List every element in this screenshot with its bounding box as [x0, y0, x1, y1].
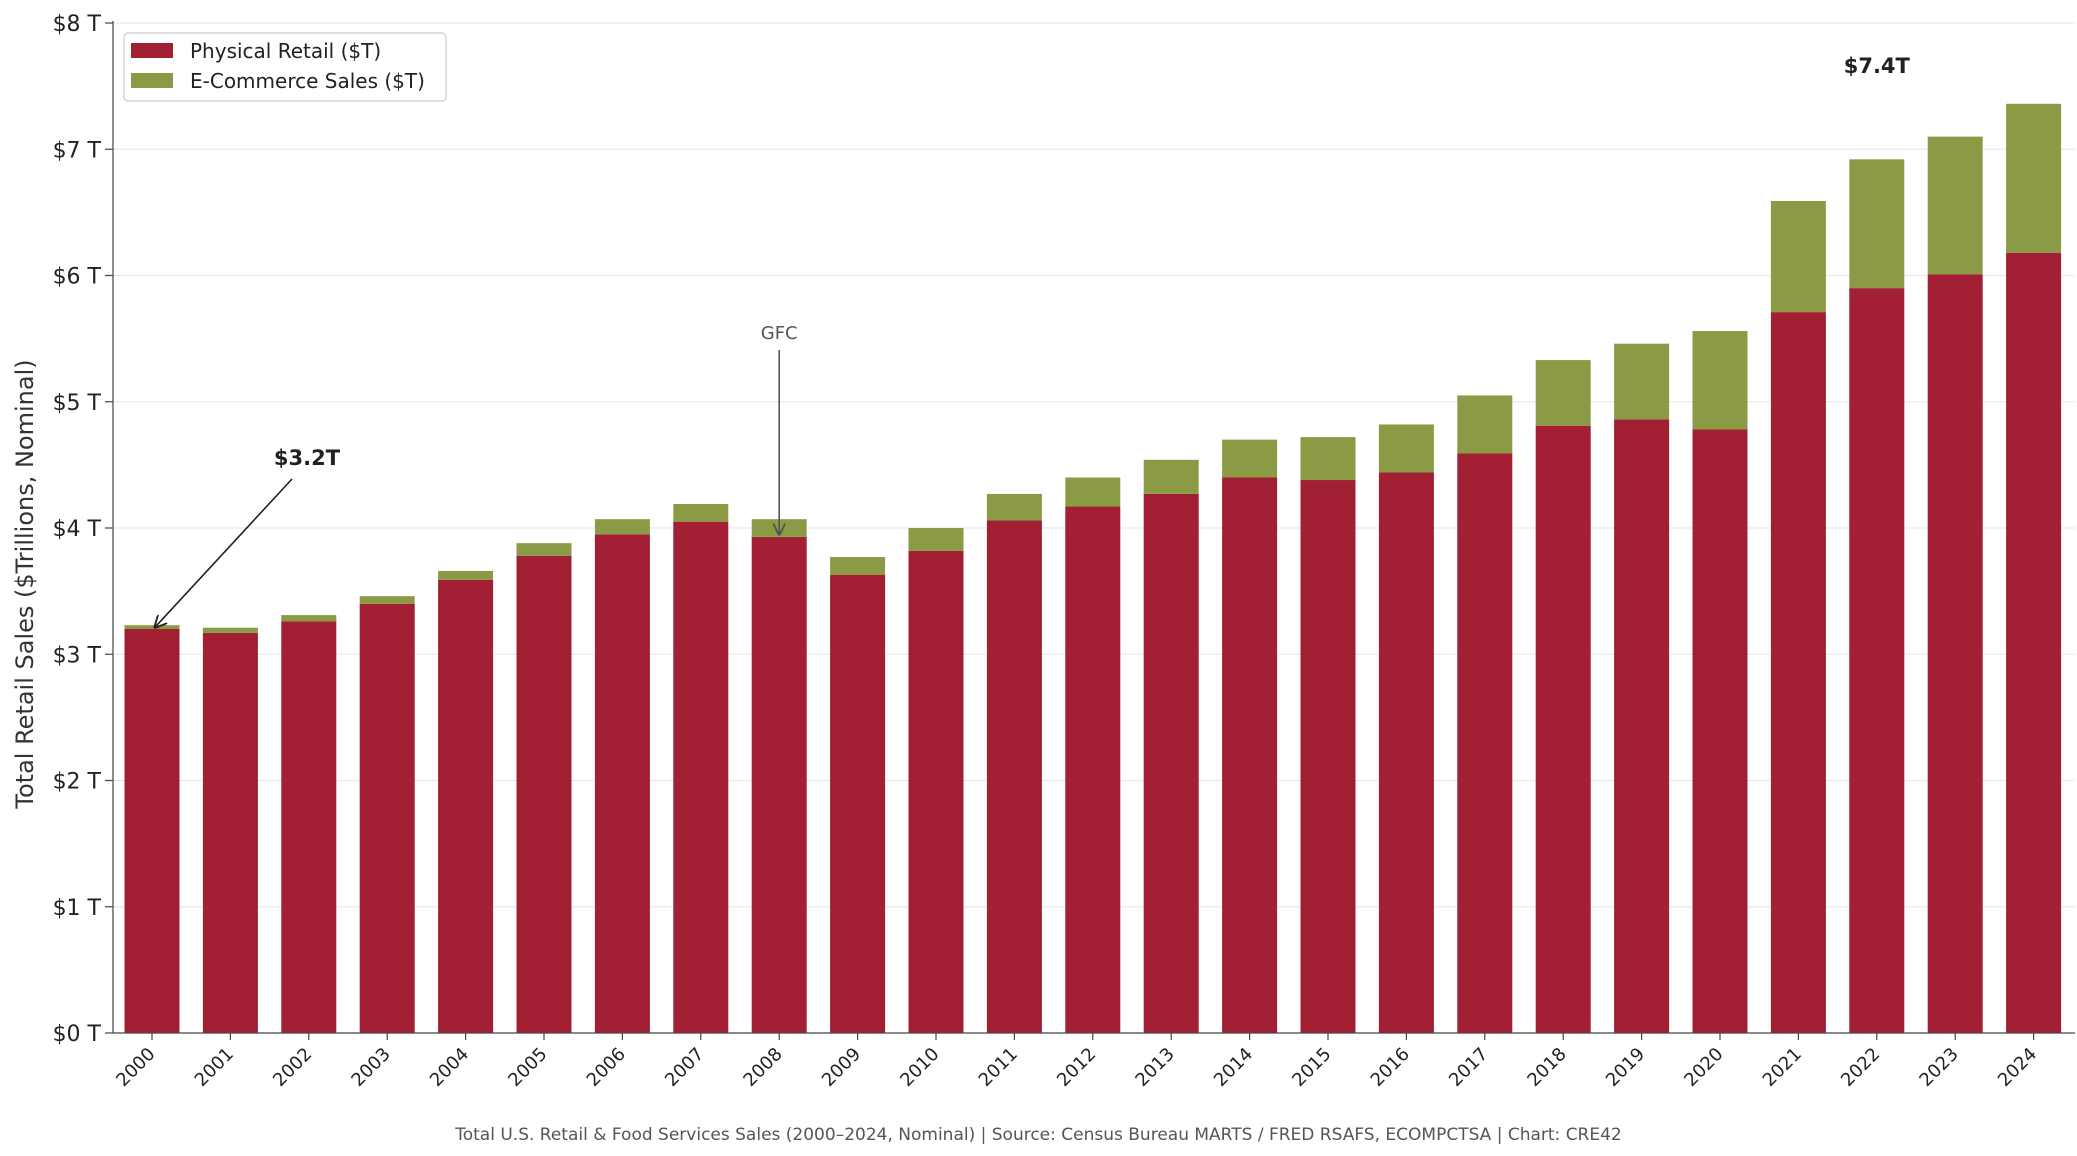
x-tick-label-2018: 2018: [1523, 1044, 1570, 1091]
x-tick-label-2020: 2020: [1680, 1044, 1727, 1091]
annotation-end-value: $7.4T: [1844, 54, 1911, 78]
ecommerce-bar-2014: [1222, 439, 1278, 478]
ecommerce-bar-2006: [594, 519, 650, 535]
physical-retail-bar-2014: [1222, 477, 1278, 1033]
physical-retail-bar-2017: [1457, 453, 1513, 1033]
physical-retail-bar-2002: [281, 621, 337, 1033]
x-tick-label-2004: 2004: [426, 1044, 473, 1091]
x-tick-label-2013: 2013: [1131, 1044, 1178, 1091]
physical-retail-bar-2010: [908, 550, 964, 1033]
x-tick-label-2014: 2014: [1210, 1044, 1257, 1091]
x-tick-label-2003: 2003: [347, 1044, 394, 1091]
ecommerce-bar-2011: [986, 493, 1042, 521]
physical-retail-bar-2007: [673, 521, 729, 1033]
chart-caption: Total U.S. Retail & Food Services Sales …: [455, 1125, 1622, 1145]
ecommerce-bar-2005: [516, 543, 572, 556]
ecommerce-bar-2022: [1849, 159, 1905, 289]
x-tick-label-2009: 2009: [818, 1044, 865, 1091]
ecommerce-bar-2021: [1770, 201, 1826, 313]
physical-retail-bar-2024: [2006, 252, 2062, 1033]
ecommerce-bar-2009: [830, 557, 886, 575]
legend-swatch-1: [131, 73, 173, 88]
ecommerce-bar-2023: [1927, 136, 1983, 275]
physical-retail-bar-2019: [1614, 419, 1670, 1033]
ecommerce-bar-2007: [673, 504, 729, 522]
ecommerce-bar-2010: [908, 528, 964, 551]
x-tick-label-2022: 2022: [1837, 1044, 1884, 1091]
ecommerce-bar-2001: [202, 627, 258, 633]
physical-retail-bar-2023: [1927, 274, 1983, 1033]
y-tick-label: $0 T: [53, 1022, 102, 1047]
physical-retail-bar-2000: [124, 629, 180, 1033]
annotation-start-arrow: [155, 478, 293, 627]
x-tick-label-2002: 2002: [269, 1044, 316, 1091]
y-tick-label: $3 T: [53, 643, 102, 668]
ecommerce-bar-2013: [1143, 459, 1199, 494]
physical-retail-bar-2020: [1692, 429, 1748, 1033]
x-tick-label-2012: 2012: [1053, 1044, 1100, 1091]
ecommerce-bar-2003: [359, 596, 415, 604]
bars: [124, 103, 2062, 1034]
x-tick-label-2001: 2001: [191, 1044, 238, 1091]
physical-retail-bar-2018: [1535, 425, 1591, 1033]
x-tick-label-2019: 2019: [1602, 1044, 1649, 1091]
x-tick-label-2023: 2023: [1915, 1044, 1962, 1091]
y-tick-label: $1 T: [53, 896, 102, 921]
physical-retail-bar-2015: [1300, 480, 1356, 1033]
legend-box: [123, 32, 447, 102]
physical-retail-bar-2006: [594, 534, 650, 1033]
y-tick-label: $2 T: [53, 770, 102, 795]
ecommerce-bar-2018: [1535, 360, 1591, 426]
legend-label-1: E-Commerce Sales ($T): [190, 69, 425, 93]
x-tick-label-2016: 2016: [1367, 1044, 1414, 1091]
physical-retail-bar-2008: [751, 536, 807, 1033]
x-tick-label-2021: 2021: [1759, 1044, 1806, 1091]
ecommerce-bar-2020: [1692, 331, 1748, 430]
physical-retail-bar-2011: [986, 520, 1042, 1033]
ecommerce-bar-2002: [281, 615, 337, 622]
physical-retail-bar-2012: [1065, 506, 1121, 1034]
ecommerce-bar-2000: [124, 625, 180, 629]
x-tick-label-2000: 2000: [112, 1044, 159, 1091]
y-tick-label: $6 T: [53, 265, 102, 290]
y-axis-label: Total Retail Sales ($Trillions, Nominal): [11, 359, 39, 809]
legend-label-0: Physical Retail ($T): [190, 39, 381, 63]
ecommerce-bar-2012: [1065, 477, 1121, 507]
x-tick-label-2024: 2024: [1994, 1044, 2041, 1091]
x-tick-label-2015: 2015: [1288, 1044, 1335, 1091]
x-tick-label-2011: 2011: [975, 1044, 1022, 1091]
x-tick-label-2006: 2006: [583, 1044, 630, 1091]
annotation-start-value: $3.2T: [274, 446, 341, 470]
legend: Physical Retail ($T) E-Commerce Sales ($T…: [123, 32, 447, 102]
y-tick-label: $4 T: [53, 517, 102, 542]
physical-retail-bar-2022: [1849, 288, 1905, 1033]
ecommerce-bar-2019: [1614, 343, 1670, 420]
x-tick-label-2010: 2010: [896, 1044, 943, 1091]
ecommerce-bar-2017: [1457, 395, 1513, 454]
physical-retail-bar-2003: [359, 603, 415, 1033]
physical-retail-bar-2016: [1378, 472, 1434, 1033]
annotations: $3.2T GFC $7.4T: [155, 54, 1911, 627]
ecommerce-bar-2016: [1378, 424, 1434, 473]
physical-retail-bar-2009: [830, 574, 886, 1033]
y-tick-label: $8 T: [53, 12, 102, 37]
ecommerce-bar-2024: [2006, 103, 2062, 253]
y-tick-label: $5 T: [53, 391, 102, 416]
physical-retail-bar-2013: [1143, 493, 1199, 1034]
ecommerce-bar-2015: [1300, 437, 1356, 481]
physical-retail-bar-2021: [1770, 312, 1826, 1033]
y-tick-label: $7 T: [53, 138, 102, 163]
physical-retail-bar-2001: [202, 632, 258, 1033]
x-tick-label-2007: 2007: [661, 1044, 708, 1091]
physical-retail-bar-2004: [438, 579, 494, 1033]
x-tick-label-2008: 2008: [739, 1044, 786, 1091]
legend-swatch-0: [131, 43, 173, 58]
physical-retail-bar-2005: [516, 555, 572, 1033]
annotation-event-label: GFC: [761, 323, 798, 344]
x-tick-label-2005: 2005: [504, 1044, 551, 1091]
ecommerce-bar-2004: [438, 570, 494, 580]
x-tick-label-2017: 2017: [1445, 1044, 1492, 1091]
